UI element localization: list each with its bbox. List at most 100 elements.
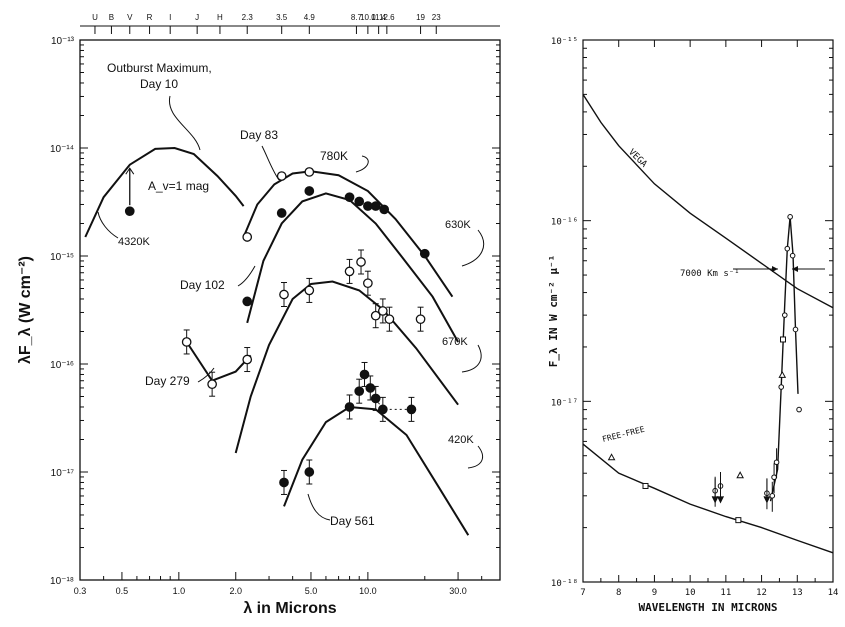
point-day-279 xyxy=(384,314,395,325)
x-tick-label: 0.3 xyxy=(74,586,87,596)
point-triangle xyxy=(736,471,744,479)
point-day-561 xyxy=(359,369,370,380)
top-band-label: 8.7 xyxy=(351,13,363,22)
point-day-279 xyxy=(242,354,253,365)
leader-420k xyxy=(467,445,484,469)
point-day-279 xyxy=(279,289,289,300)
curve-day-279-rise xyxy=(185,341,252,382)
annotation-day102: Day 102 xyxy=(180,278,225,292)
x-tick-label: 10 xyxy=(685,588,696,598)
point-day-102 xyxy=(344,192,355,203)
y-tick-label: 10⁻¹⁶ xyxy=(50,360,74,371)
point-day-561 xyxy=(365,383,376,393)
y-tick-label: 10⁻¹³ xyxy=(51,36,75,47)
top-band-label: R xyxy=(147,13,153,22)
annotation-420k: 420K xyxy=(448,434,474,446)
y-tick-label: 10⁻¹⁸ xyxy=(50,576,74,587)
width-arrow-right-head xyxy=(792,266,798,273)
y-tick-label: 10⁻¹⁸ xyxy=(551,579,578,589)
point-circle xyxy=(792,326,799,333)
annotation-day10: Day 10 xyxy=(140,77,178,91)
y-axis-label: λF_λ (W cm⁻²) xyxy=(17,256,34,364)
top-band-label: 19 xyxy=(416,13,425,22)
curve-4320k xyxy=(84,146,245,238)
annotation-day83: Day 83 xyxy=(240,128,278,142)
point-triangle xyxy=(607,453,616,461)
curve-line-profile xyxy=(769,216,799,502)
point-day-102 xyxy=(370,201,381,211)
right-panel: 10⁻¹⁵ 10⁻¹⁶ 10⁻¹⁷ 10⁻¹⁸7 8 9 10 11 12 13 14 F_λ IN … xyxy=(547,37,838,614)
y-tick-label: 10⁻¹⁶ xyxy=(551,218,578,228)
x-tick-label: 8 xyxy=(616,588,621,598)
av-arrow-head xyxy=(125,167,135,175)
y-axis-label: F_λ IN W cm⁻² μ⁻¹ xyxy=(547,255,560,368)
curve-670k xyxy=(234,280,459,454)
point-day-83 xyxy=(242,232,253,242)
point-day-102 xyxy=(276,208,287,218)
point-day-279 xyxy=(344,266,355,277)
curve-420k xyxy=(283,405,470,536)
x-tick-label: 0.5 xyxy=(116,586,129,596)
top-band-label: 23 xyxy=(432,13,441,22)
point-day-279 xyxy=(415,314,426,325)
x-tick-label: 14 xyxy=(828,588,839,598)
annotation-av: A_v=1 mag xyxy=(148,179,209,193)
point-circle xyxy=(778,384,785,390)
point-day-279 xyxy=(304,285,315,296)
y-tick-label: 10⁻¹⁵ xyxy=(551,37,578,47)
point-day-10 xyxy=(124,206,135,217)
point-circle xyxy=(784,245,791,252)
point-day-279 xyxy=(356,257,366,267)
top-band-label: V xyxy=(127,13,133,22)
left-panel: 10⁻¹³ 10⁻¹⁴ 10⁻¹⁵ 10⁻¹⁶ 10⁻¹⁷ 10⁻¹⁸0.3 0.5 1.0 2… xyxy=(17,13,501,617)
leader-780k xyxy=(355,155,369,173)
limit-arrow-head xyxy=(717,496,724,504)
width-arrow-left-head xyxy=(772,266,778,273)
top-band-label: 10.0 xyxy=(360,13,376,22)
top-band-label: U xyxy=(92,13,98,22)
x-tick-label: 13 xyxy=(792,588,803,598)
leader-day83 xyxy=(261,145,280,181)
limit-arrow-head xyxy=(763,496,771,504)
x-tick-label: 10.0 xyxy=(359,586,377,596)
point-day-102 xyxy=(304,186,315,196)
point-day-83 xyxy=(304,167,315,177)
x-tick-label: 7 xyxy=(580,588,585,598)
point-day-102 xyxy=(363,201,373,211)
x-tick-label: 12 xyxy=(756,588,767,598)
curve-free-free xyxy=(582,443,834,554)
point-day-279 xyxy=(370,310,381,321)
point-day-279 xyxy=(363,278,373,289)
y-tick-label: 10⁻¹⁴ xyxy=(50,144,74,155)
point-day-561 xyxy=(377,404,388,415)
x-tick-label: 11 xyxy=(720,588,731,598)
point-day-561 xyxy=(279,477,289,488)
top-band-label: 3.5 xyxy=(276,13,288,22)
y-tick-label: 10⁻¹⁵ xyxy=(50,252,74,263)
annotation-velocity: 7000 Km s⁻¹ xyxy=(680,269,740,279)
leader-day279 xyxy=(197,367,215,383)
top-band-label: H xyxy=(217,13,223,22)
point-circle xyxy=(789,252,796,259)
annotation-free-free: FREE-FREE xyxy=(601,425,645,444)
y-tick-label: 10⁻¹⁷ xyxy=(51,468,75,479)
point-day-561 xyxy=(344,402,355,412)
point-day-102 xyxy=(379,204,390,215)
point-circle xyxy=(787,214,793,220)
point-circle xyxy=(771,474,777,481)
point-circle xyxy=(769,493,776,499)
point-day-279 xyxy=(207,379,217,390)
point-day-279 xyxy=(377,306,388,316)
annotation-day561: Day 561 xyxy=(330,514,375,528)
annotation-4320k: 4320K xyxy=(118,236,150,248)
top-band-label: 11.4 xyxy=(371,13,387,22)
leader-day561 xyxy=(307,493,331,521)
annotation-day279: Day 279 xyxy=(145,374,190,388)
annotation-outburst: Outburst Maximum, xyxy=(107,61,212,75)
x-axis-label: λ in Microns xyxy=(243,600,336,617)
point-triangle xyxy=(778,370,787,378)
point-day-279 xyxy=(181,337,192,347)
limit-arrow-head xyxy=(711,496,719,504)
point-day-561 xyxy=(406,404,417,415)
